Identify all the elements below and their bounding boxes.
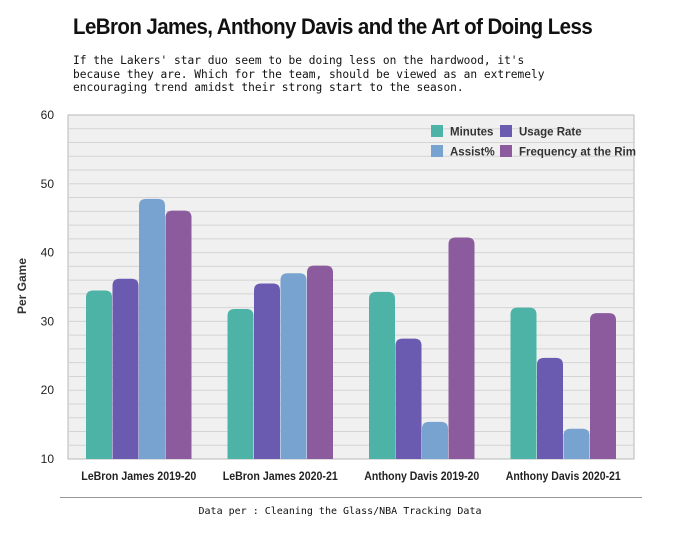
bar-assist <box>280 273 307 459</box>
bar-minutes <box>369 291 395 459</box>
y-tick-label: 50 <box>41 177 55 191</box>
bar-rim <box>448 237 475 459</box>
y-tick-label: 40 <box>41 246 55 260</box>
bar-rim <box>165 210 192 459</box>
legend-label: Assist% <box>450 147 495 159</box>
y-tick-label: 20 <box>41 383 55 397</box>
bars-group <box>86 198 616 459</box>
legend-label: Frequency at the Rim <box>519 147 636 159</box>
legend-label: Minutes <box>450 127 493 139</box>
bar-usage <box>254 283 280 459</box>
legend-swatch-rim <box>500 145 512 157</box>
bar-assist <box>139 198 165 459</box>
source-note: Data per : Cleaning the Glass/NBA Tracki… <box>198 506 482 517</box>
bar-usage <box>537 357 563 459</box>
y-tick-label: 10 <box>41 452 55 466</box>
bar-minutes <box>510 307 537 459</box>
legend-label: Usage Rate <box>519 127 582 139</box>
x-tick-label: Anthony Davis 2019-20 <box>364 469 479 483</box>
x-tick-label: LeBron James 2019-20 <box>81 469 196 483</box>
y-tick-label: 60 <box>41 108 55 122</box>
y-ticks: 10 20 30 40 50 60 <box>41 108 55 466</box>
legend: Minutes Usage Rate Assist% Frequency at the… <box>431 125 636 159</box>
legend-swatch-assist <box>431 145 443 157</box>
chart-subtitle: If the Lakers' star duo seem to be doing… <box>73 54 545 94</box>
bar-assist <box>422 421 448 459</box>
legend-swatch-minutes <box>431 125 443 137</box>
x-ticks: LeBron James 2019-20 LeBron James 2020-21… <box>81 469 621 483</box>
y-tick-label: 30 <box>41 314 55 328</box>
bar-minutes <box>227 309 254 459</box>
x-tick-label: Anthony Davis 2020-21 <box>506 469 621 483</box>
bar-rim <box>307 265 333 459</box>
chart-title: LeBron James, Anthony Davis and the Art … <box>73 14 593 39</box>
bar-usage <box>112 278 139 459</box>
legend-swatch-usage <box>500 125 512 137</box>
footer-divider <box>60 497 642 498</box>
bar-minutes <box>86 290 112 459</box>
bar-usage <box>395 338 422 459</box>
x-tick-label: LeBron James 2020-21 <box>223 469 338 483</box>
bar-assist <box>563 428 590 459</box>
bar-rim <box>590 313 616 459</box>
